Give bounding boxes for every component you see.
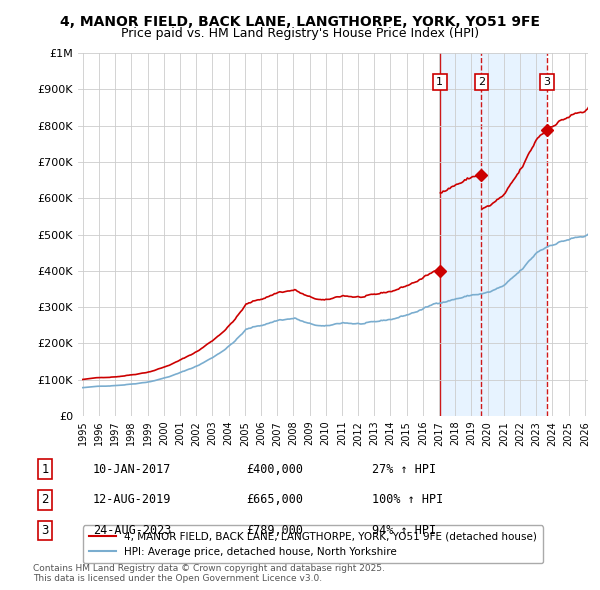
Text: 2: 2	[41, 493, 49, 506]
Bar	[481, 53, 547, 416]
Text: Contains HM Land Registry data © Crown copyright and database right 2025.
This d: Contains HM Land Registry data © Crown c…	[33, 563, 385, 583]
Text: 3: 3	[41, 524, 49, 537]
Text: £665,000: £665,000	[246, 493, 303, 506]
Text: 2: 2	[478, 77, 485, 87]
Text: 4, MANOR FIELD, BACK LANE, LANGTHORPE, YORK, YO51 9FE: 4, MANOR FIELD, BACK LANE, LANGTHORPE, Y…	[60, 15, 540, 29]
Text: 100% ↑ HPI: 100% ↑ HPI	[372, 493, 443, 506]
Text: 3: 3	[543, 77, 550, 87]
Text: 12-AUG-2019: 12-AUG-2019	[93, 493, 172, 506]
Text: Price paid vs. HM Land Registry's House Price Index (HPI): Price paid vs. HM Land Registry's House …	[121, 27, 479, 40]
Text: 10-JAN-2017: 10-JAN-2017	[93, 463, 172, 476]
Text: £400,000: £400,000	[246, 463, 303, 476]
Legend: 4, MANOR FIELD, BACK LANE, LANGTHORPE, YORK, YO51 9FE (detached house), HPI: Ave: 4, MANOR FIELD, BACK LANE, LANGTHORPE, Y…	[83, 526, 543, 563]
Text: 1: 1	[436, 77, 443, 87]
Text: 24-AUG-2023: 24-AUG-2023	[93, 524, 172, 537]
Text: 94% ↑ HPI: 94% ↑ HPI	[372, 524, 436, 537]
Text: £789,000: £789,000	[246, 524, 303, 537]
Text: 27% ↑ HPI: 27% ↑ HPI	[372, 463, 436, 476]
Text: 1: 1	[41, 463, 49, 476]
Bar	[440, 53, 481, 416]
